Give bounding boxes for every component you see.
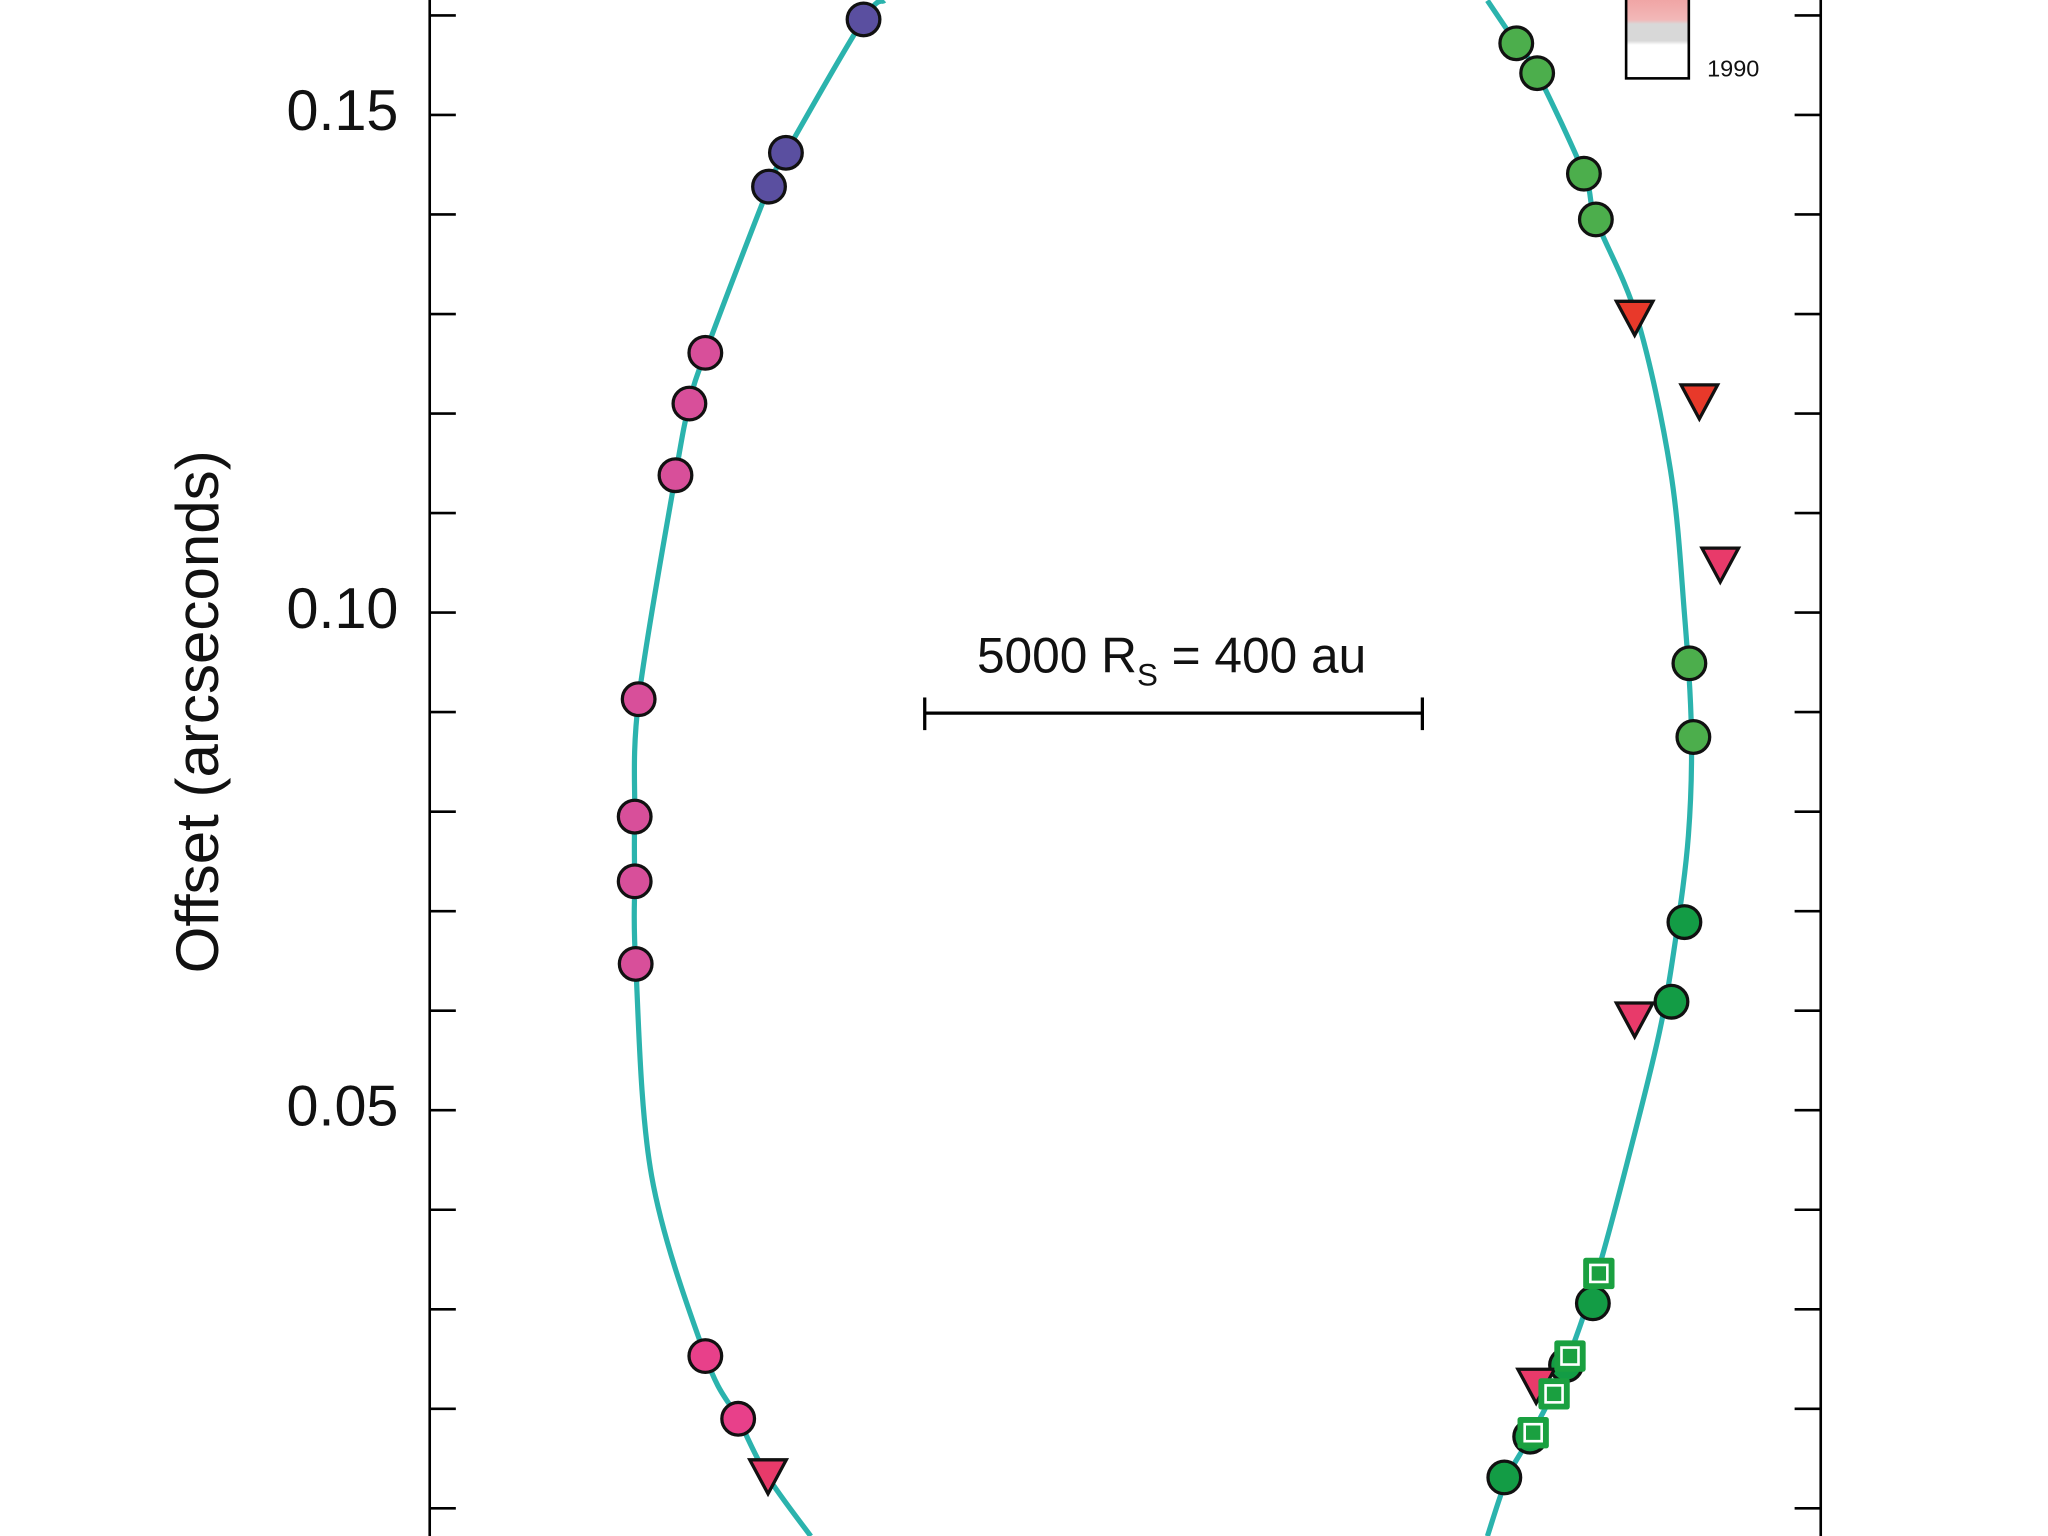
data-point — [616, 863, 653, 900]
scale-bar: 5000 RS = 400 au — [923, 628, 1424, 731]
data-point — [616, 798, 653, 835]
scale-bar-subscript: S — [1137, 658, 1158, 693]
data-point — [1498, 25, 1535, 62]
square-outer — [1538, 1378, 1570, 1410]
plot-area — [616, 0, 1742, 1536]
data-point — [1538, 1378, 1570, 1410]
data-point — [720, 1400, 757, 1437]
data-point — [1565, 155, 1602, 192]
data-point — [687, 334, 724, 371]
data-point — [617, 945, 654, 982]
data-point — [1671, 645, 1708, 682]
data-point — [671, 385, 708, 422]
y-axis-label: Offset (arcseconds) — [164, 450, 231, 973]
data-point — [751, 168, 787, 205]
square-inner — [1523, 1422, 1543, 1443]
data-point — [1486, 1459, 1523, 1496]
data-point — [1678, 383, 1721, 423]
square-inner — [1560, 1346, 1580, 1366]
data-point — [746, 1458, 790, 1498]
y-tick-label: 0.15 — [287, 79, 399, 143]
data-point — [1519, 55, 1556, 92]
scale-bar-label: 5000 RS = 400 au — [977, 628, 1366, 693]
square-outer — [1583, 1257, 1615, 1290]
data-point — [687, 1338, 724, 1375]
square-inner — [1544, 1384, 1564, 1404]
orbit-line — [631, 0, 1695, 1536]
colorbar — [1624, 0, 1691, 80]
square-inner — [1589, 1263, 1609, 1284]
y-tick-label: 0.05 — [287, 1074, 399, 1138]
data-point — [657, 457, 694, 494]
data-point — [620, 681, 657, 718]
colorbar-label: 1990 — [1707, 56, 1759, 82]
data-point — [1554, 1340, 1586, 1372]
square-outer — [1554, 1340, 1586, 1372]
data-point — [1583, 1257, 1615, 1290]
data-point — [1613, 299, 1656, 339]
data-point — [1574, 1285, 1611, 1322]
data-point — [1675, 719, 1712, 755]
data-point — [1699, 546, 1742, 586]
data-point — [1653, 983, 1690, 1020]
data-point — [845, 1, 882, 38]
y-tick-label: 0.10 — [287, 577, 399, 641]
square-outer — [1517, 1417, 1549, 1449]
scale-bar-suffix: = 400 au — [1158, 628, 1366, 684]
data-point — [1666, 904, 1703, 941]
data-point — [767, 134, 804, 171]
data-point — [1517, 1417, 1549, 1449]
data-point — [1613, 1001, 1656, 1041]
data-point — [1577, 201, 1614, 238]
scale-bar-text: 5000 R — [977, 628, 1137, 684]
